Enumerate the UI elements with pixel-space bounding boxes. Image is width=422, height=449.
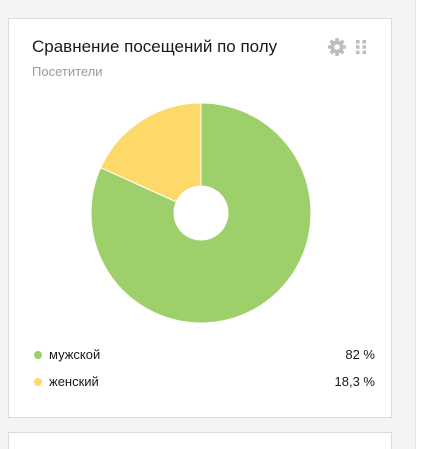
- legend-dot-icon: [34, 351, 42, 359]
- drag-handle-icon[interactable]: [355, 39, 367, 55]
- widget-card: Сравнение посещений по полу Посетители: [8, 18, 392, 418]
- chart-legend: мужской 82 % женский 18,3 %: [32, 347, 375, 401]
- legend-label: женский: [49, 374, 99, 389]
- legend-item[interactable]: мужской 82 %: [32, 347, 375, 374]
- legend-item[interactable]: женский 18,3 %: [32, 374, 375, 401]
- scrollbar-track[interactable]: [415, 0, 422, 449]
- legend-value: 82 %: [345, 347, 375, 362]
- legend-dot-icon: [34, 378, 42, 386]
- widget-title: Сравнение посещений по полу: [32, 37, 278, 56]
- donut-chart: [90, 102, 312, 324]
- gear-icon[interactable]: [327, 37, 347, 57]
- widget-subtitle: Посетители: [32, 64, 103, 79]
- pie-slice-female[interactable]: [100, 102, 202, 203]
- legend-label: мужской: [49, 347, 101, 362]
- pie-slice-male[interactable]: [90, 102, 312, 324]
- next-widget-card: [8, 432, 392, 449]
- legend-value: 18,3 %: [334, 374, 375, 389]
